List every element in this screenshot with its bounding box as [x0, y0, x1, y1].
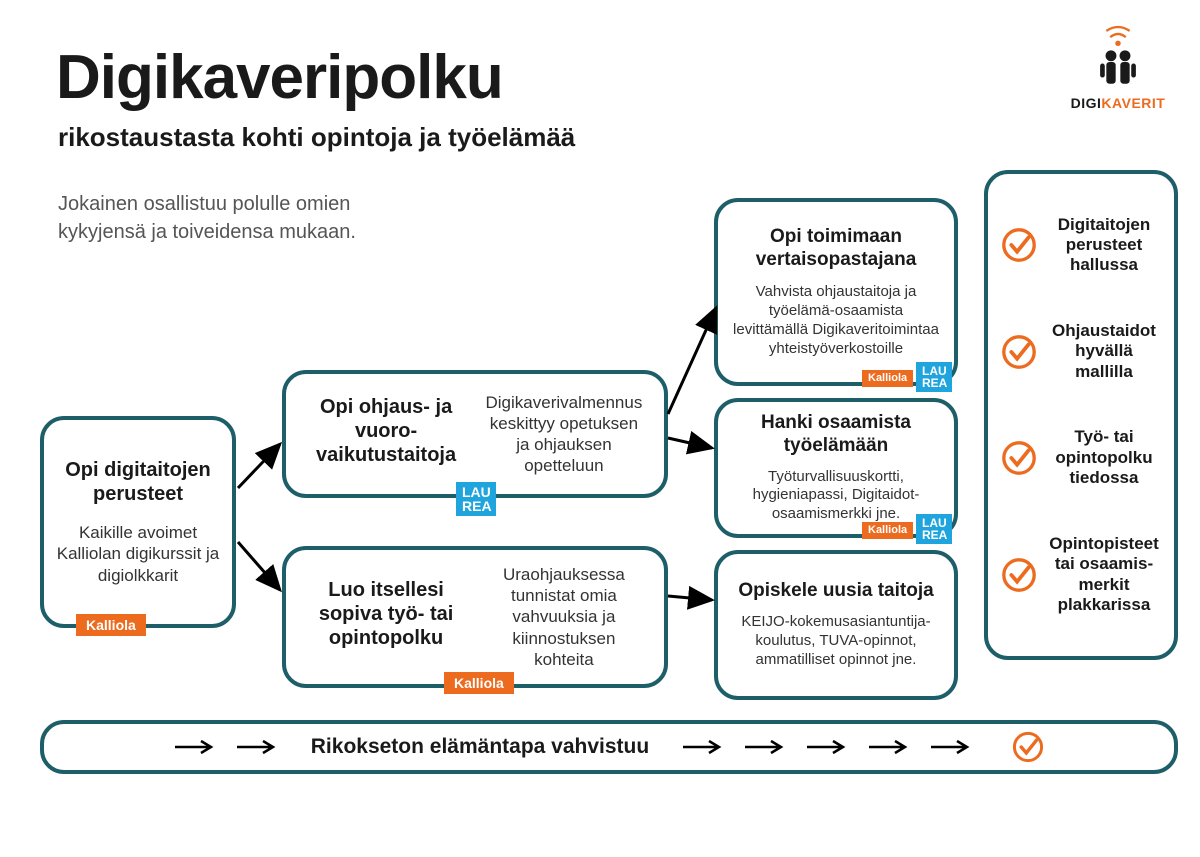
check-circle-icon [1000, 556, 1038, 594]
logo-text: DIGIKAVERIT [1068, 95, 1168, 111]
outcome-label: Ohjaustaidot hyvällä mallilla [1046, 321, 1162, 382]
arrow-right-icon [929, 739, 973, 755]
node-desc: KEIJO-kokemusasiantuntija-koulutus, TUVA… [730, 613, 942, 669]
arrow-right-icon [681, 739, 725, 755]
arrow-right-icon [743, 739, 787, 755]
outcome-item: Digitaitojen perusteet hallussa [1000, 215, 1162, 276]
node-title: Luo itsellesi sopiva työ- tai opintopolk… [304, 578, 468, 650]
laurea-badge: LAUREA [916, 362, 952, 392]
node-study-path: Luo itsellesi sopiva työ- tai opintopolk… [282, 546, 668, 688]
outcome-label: Opintopisteet tai osaamis-merkit plakkar… [1046, 534, 1162, 616]
digikaverit-logo: DIGIKAVERIT [1068, 20, 1168, 111]
kalliola-badge: Kalliola [444, 672, 514, 694]
intro-line-1: Jokainen osallistuu polulle omien [58, 193, 350, 215]
check-circle-icon [1000, 439, 1038, 477]
page-title: Digikaveripolku [56, 42, 503, 113]
node-interaction-skills: Opi ohjaus- ja vuoro-vaikutustaitoja Dig… [282, 370, 668, 498]
outcomes-panel: Digitaitojen perusteet hallussa Ohjausta… [984, 170, 1178, 660]
node-desc: Digikaverivalmennus keskittyy opetuksen … [482, 392, 646, 477]
check-circle-icon [1000, 333, 1038, 371]
kalliola-badge: Kalliola [76, 614, 146, 636]
node-digi-basics: Opi digitaitojen perusteet Kaikille avoi… [40, 416, 236, 628]
kalliola-badge: Kalliola [862, 522, 913, 539]
arrow-right-icon [805, 739, 849, 755]
node-desc: Kaikille avoimet Kalliolan digikurssit j… [56, 522, 220, 586]
wifi-people-icon [1083, 20, 1153, 90]
outcome-label: Työ- tai opintopolku tiedossa [1046, 427, 1162, 488]
arrow-right-icon [173, 739, 217, 755]
outcome-label: Digitaitojen perusteet hallussa [1046, 215, 1162, 276]
laurea-badge: LAUREA [916, 514, 952, 544]
bottom-progress-bar: Rikokseton elämäntapa vahvistuu [40, 720, 1178, 774]
outcome-item: Ohjaustaidot hyvällä mallilla [1000, 321, 1162, 382]
kalliola-badge: Kalliola [862, 370, 913, 387]
node-desc: Uraohjauksessa tunnistat omia vahvuuksia… [482, 564, 646, 670]
page-subtitle: rikostaustasta kohti opintoja ja työeläm… [58, 122, 575, 153]
node-desc: Vahvista ohjaustaitoja ja työelämä-osaam… [730, 283, 942, 358]
node-title: Opi toimimaan vertaisopastajana [730, 226, 942, 272]
node-desc: Työturvallisuuskortti, hygieniapassi, Di… [730, 468, 942, 524]
node-title: Opi digitaitojen perusteet [56, 458, 220, 506]
check-circle-icon [1011, 730, 1045, 764]
outcome-item: Opintopisteet tai osaamis-merkit plakkar… [1000, 534, 1162, 616]
outcome-item: Työ- tai opintopolku tiedossa [1000, 427, 1162, 488]
node-title: Opiskele uusia taitoja [738, 580, 933, 603]
laurea-badge: LAUREA [456, 482, 496, 516]
node-title: Hanki osaamista työelämään [730, 412, 942, 458]
bottom-label: Rikokseton elämäntapa vahvistuu [311, 735, 649, 759]
intro-text: Jokainen osallistuu polulle omien kykyje… [58, 190, 356, 246]
arrow-right-icon [867, 739, 911, 755]
node-peer-tutor: Opi toimimaan vertaisopastajana Vahvista… [714, 198, 958, 386]
node-study-new: Opiskele uusia taitoja KEIJO-kokemusasia… [714, 550, 958, 700]
arrow-right-icon [235, 739, 279, 755]
check-circle-icon [1000, 226, 1038, 264]
intro-line-2: kykyjensä ja toiveidensa mukaan. [58, 221, 356, 243]
node-title: Opi ohjaus- ja vuoro-vaikutustaitoja [304, 395, 468, 467]
